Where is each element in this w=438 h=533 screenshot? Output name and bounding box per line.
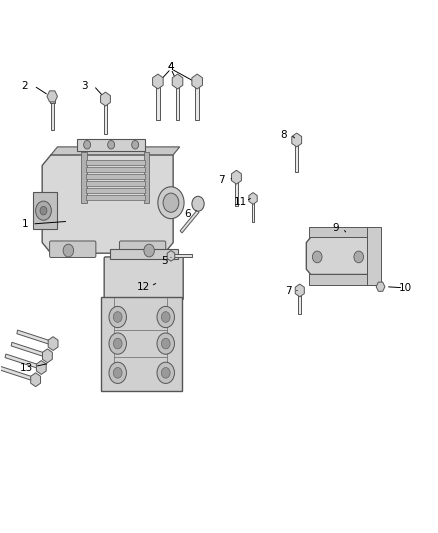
- Bar: [110, 249, 177, 259]
- Polygon shape: [152, 74, 163, 89]
- Bar: [81, 152, 87, 203]
- Polygon shape: [376, 282, 385, 292]
- Polygon shape: [48, 337, 58, 351]
- Circle shape: [35, 201, 51, 220]
- Bar: [308, 274, 372, 285]
- Text: 4: 4: [168, 62, 174, 72]
- Bar: [295, 140, 298, 172]
- Polygon shape: [180, 210, 199, 233]
- Circle shape: [312, 251, 322, 263]
- Circle shape: [157, 362, 174, 383]
- Bar: [86, 160, 145, 165]
- Bar: [86, 181, 145, 186]
- Polygon shape: [42, 155, 173, 253]
- Text: 12: 12: [137, 282, 151, 292]
- Text: 13: 13: [19, 362, 33, 373]
- Text: 8: 8: [280, 130, 287, 140]
- Circle shape: [63, 244, 74, 257]
- Polygon shape: [5, 354, 42, 369]
- Polygon shape: [11, 342, 48, 358]
- Polygon shape: [172, 74, 183, 89]
- Text: 9: 9: [333, 223, 339, 233]
- Circle shape: [132, 141, 139, 149]
- Polygon shape: [167, 251, 175, 261]
- Text: 7: 7: [286, 286, 292, 296]
- Bar: [104, 99, 107, 134]
- Text: 2: 2: [21, 81, 28, 91]
- Polygon shape: [192, 74, 202, 89]
- Polygon shape: [101, 92, 110, 106]
- Polygon shape: [306, 237, 374, 274]
- Circle shape: [113, 368, 122, 378]
- Polygon shape: [295, 284, 304, 297]
- Circle shape: [40, 206, 47, 215]
- Polygon shape: [51, 147, 180, 155]
- Bar: [156, 82, 159, 120]
- Circle shape: [109, 362, 127, 383]
- Text: 4: 4: [168, 62, 174, 72]
- Text: 6: 6: [184, 209, 191, 220]
- Bar: [51, 99, 53, 131]
- Bar: [176, 82, 179, 120]
- FancyBboxPatch shape: [120, 241, 166, 257]
- Circle shape: [354, 251, 364, 263]
- Bar: [195, 82, 199, 120]
- Text: 3: 3: [81, 81, 88, 91]
- Circle shape: [163, 193, 179, 212]
- Circle shape: [144, 244, 154, 257]
- Bar: [86, 188, 145, 193]
- Bar: [77, 139, 145, 151]
- Bar: [252, 198, 254, 222]
- Polygon shape: [36, 361, 46, 374]
- Circle shape: [161, 312, 170, 322]
- Text: 11: 11: [233, 197, 247, 207]
- Circle shape: [113, 312, 122, 322]
- FancyBboxPatch shape: [49, 241, 96, 257]
- Polygon shape: [33, 192, 57, 229]
- Polygon shape: [292, 133, 302, 147]
- FancyBboxPatch shape: [104, 257, 183, 300]
- Circle shape: [157, 306, 174, 328]
- Bar: [86, 174, 145, 179]
- Circle shape: [192, 196, 204, 211]
- Polygon shape: [47, 91, 57, 102]
- Polygon shape: [17, 330, 53, 345]
- Bar: [367, 227, 381, 285]
- Circle shape: [84, 141, 91, 149]
- Bar: [86, 167, 145, 172]
- Bar: [235, 177, 238, 206]
- Circle shape: [161, 338, 170, 349]
- Circle shape: [108, 141, 115, 149]
- Text: 10: 10: [399, 283, 413, 293]
- Bar: [144, 152, 149, 203]
- Polygon shape: [0, 366, 36, 382]
- Text: 5: 5: [161, 256, 168, 266]
- Text: 7: 7: [218, 175, 225, 185]
- Polygon shape: [42, 349, 52, 363]
- Circle shape: [161, 368, 170, 378]
- Bar: [308, 227, 372, 237]
- Circle shape: [113, 338, 122, 349]
- Polygon shape: [232, 170, 241, 184]
- Polygon shape: [171, 254, 192, 257]
- Circle shape: [158, 187, 184, 219]
- Polygon shape: [31, 373, 41, 386]
- Polygon shape: [101, 297, 182, 391]
- Bar: [298, 290, 301, 314]
- Bar: [49, 99, 55, 103]
- Circle shape: [157, 333, 174, 354]
- Bar: [86, 195, 145, 200]
- Text: 1: 1: [21, 219, 28, 229]
- Polygon shape: [249, 192, 257, 204]
- Circle shape: [109, 306, 127, 328]
- Circle shape: [109, 333, 127, 354]
